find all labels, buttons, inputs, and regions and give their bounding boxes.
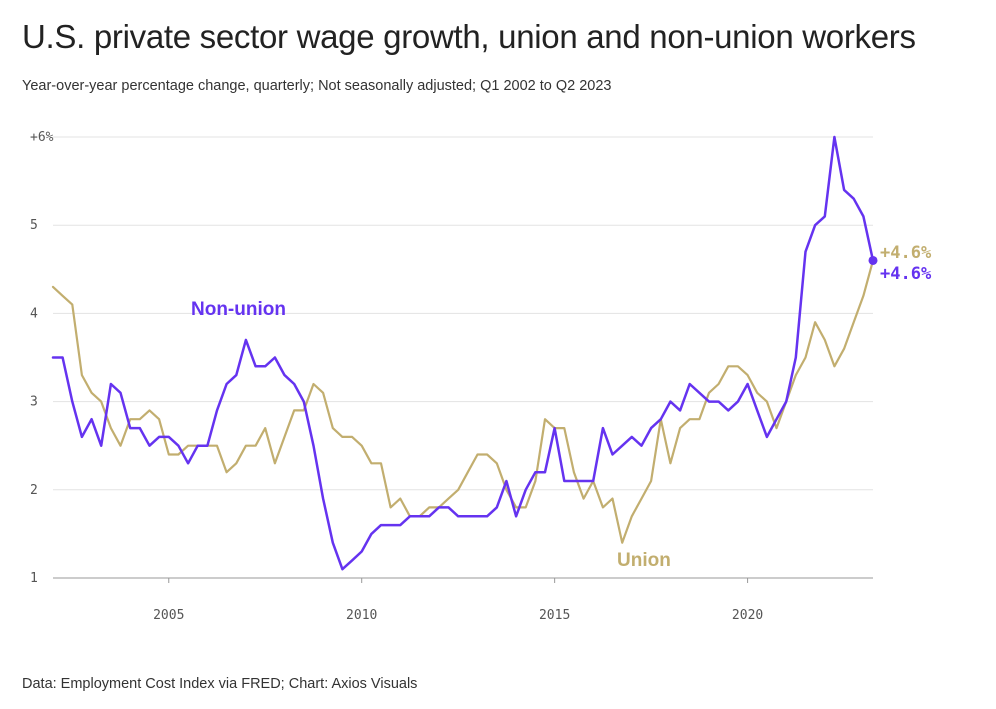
chart-subtitle: Year-over-year percentage change, quarte… — [22, 78, 612, 94]
union-series-line — [51, 259, 875, 544]
chart-source: Data: Employment Cost Index via FRED; Ch… — [22, 676, 418, 692]
non-union-end-point — [868, 255, 878, 265]
axes: +6% 5 4 3 2 1 2005 2010 2015 2020 — [30, 130, 873, 623]
y-tick-label: +6% — [30, 130, 54, 145]
x-tick-label: 2010 — [346, 608, 377, 623]
x-tick-label: 2015 — [539, 608, 570, 623]
non-union-end-label: +4.6% — [880, 264, 932, 284]
non-union-series-label: Non-union — [191, 299, 286, 320]
y-tick-label: 5 — [30, 218, 38, 233]
x-tick-label: 2020 — [732, 608, 763, 623]
y-tick-label: 4 — [30, 306, 38, 321]
y-tick-label: 3 — [30, 395, 38, 410]
y-tick-label: 1 — [30, 571, 38, 586]
gridlines — [53, 136, 873, 491]
y-tick-label: 2 — [30, 483, 38, 498]
non-union-series-line — [51, 135, 875, 571]
union-end-label: +4.6% — [880, 243, 932, 263]
union-series-label: Union — [617, 550, 671, 571]
chart-title: U.S. private sector wage growth, union a… — [22, 18, 916, 55]
series-labels: +4.6%+4.6% Non-union Union — [191, 243, 932, 571]
series-lines — [51, 135, 878, 571]
x-tick-label: 2005 — [153, 608, 184, 623]
